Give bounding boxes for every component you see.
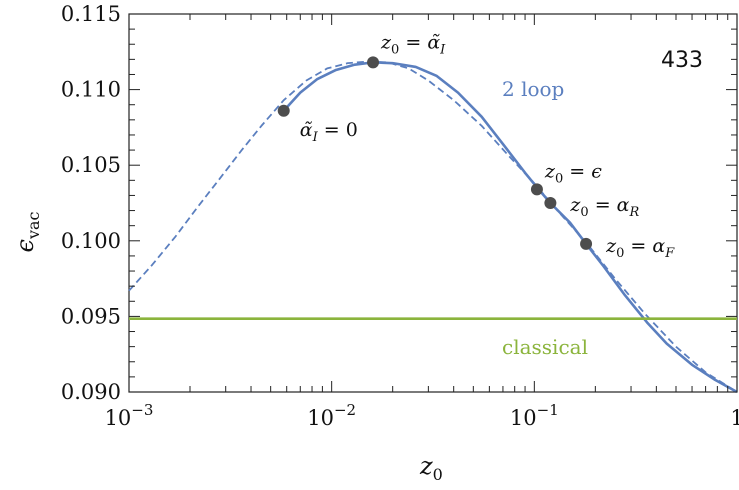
x-tick-label: 1 [730, 406, 739, 430]
annotation-subscript: I [312, 130, 319, 145]
marked-point [367, 56, 380, 69]
annotation-rest: = α̃ [399, 31, 440, 53]
annotation-subscript: F [664, 246, 675, 261]
axis-title-subscript: vac [24, 211, 43, 240]
plot-border [128, 13, 738, 393]
y-tick-label: 0.095 [61, 304, 121, 328]
annotation-z0-alpha-f: z0 = αF [605, 235, 675, 261]
annotation-subscript: R [629, 205, 640, 220]
annotation-symbol: z [569, 194, 581, 216]
marked-point [544, 197, 557, 209]
corner-label: 433 [661, 48, 703, 73]
y-tick-label: 0.105 [61, 153, 121, 177]
annotation-rest: = ϵ [563, 160, 602, 182]
y-tick-label: 0.100 [61, 229, 121, 253]
ticks-group [128, 13, 738, 393]
series-label-classical: classical [502, 335, 588, 359]
annotation-symbol: z [605, 235, 617, 257]
x-tick-label: 10−1 [510, 401, 559, 430]
x-tick-label: 10−2 [307, 401, 356, 430]
y-axis-title: ϵvac [11, 211, 43, 252]
annotation-subscript: I [439, 42, 446, 57]
y-tick-label: 0.110 [61, 78, 121, 102]
annotation-symbol: α̃ [300, 119, 313, 141]
annotation-symbol: z [380, 31, 392, 53]
annotation-alpha-tilde-zero: α̃I = 0 [300, 119, 358, 145]
axis-title-symbol: ϵ [11, 239, 39, 252]
axis-title-subscript: 0 [433, 465, 443, 484]
annotation-symbol: z [544, 160, 556, 182]
marked-point [530, 183, 543, 196]
x-tick-exponent: −1 [537, 401, 559, 419]
axis-title-symbol: z [419, 452, 433, 480]
marked-point [277, 104, 290, 117]
x-tick-exponent: −2 [334, 401, 356, 419]
x-tick-base: 1 [730, 406, 739, 430]
marked-points-group [277, 56, 593, 250]
annotation-subscript: 0 [391, 42, 399, 57]
dashed-series-line [128, 60, 738, 393]
annotation-rest: = α [589, 194, 630, 216]
plot-frame [128, 13, 738, 393]
x-axis-title: z0 [419, 452, 443, 484]
y-tick-label: 0.090 [61, 380, 121, 404]
annotation-subscript: 0 [616, 246, 624, 261]
annotation-subscript: 0 [580, 205, 588, 220]
marked-point [580, 237, 593, 250]
annotation-z0-alpha-r: z0 = αR [569, 194, 639, 220]
y-tick-label: 0.115 [61, 2, 121, 26]
annotation-subscript: 0 [555, 171, 563, 186]
x-tick-label: 10−3 [105, 401, 154, 430]
two-loop-line [282, 61, 738, 394]
annotation-rest: = α [624, 235, 665, 257]
x-tick-base: 10 [105, 406, 132, 430]
x-tick-exponent: −3 [131, 401, 153, 419]
annotation-z0-epsilon: z0 = ϵ [544, 160, 602, 186]
x-tick-base: 10 [510, 406, 537, 430]
annotation-z0-alpha-tilde: z0 = α̃I [380, 31, 446, 57]
series-label-2-loop: 2 loop [502, 77, 564, 101]
series-group [128, 60, 738, 394]
annotation-rest: = 0 [318, 119, 358, 141]
x-tick-base: 10 [307, 406, 334, 430]
